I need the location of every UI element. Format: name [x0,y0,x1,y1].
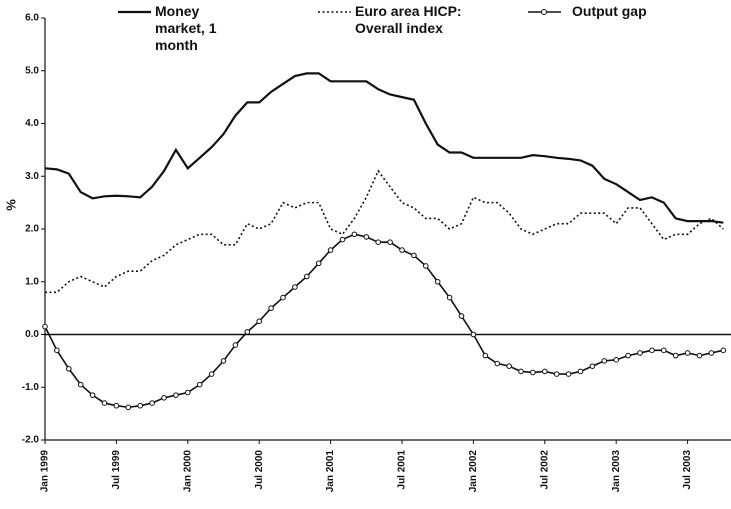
series-marker [66,365,72,372]
series-marker [315,260,322,267]
series-marker [661,347,667,354]
series-marker [363,234,370,240]
series-marker [387,239,393,245]
y-tick-label: -2.0 [22,435,40,446]
series-marker [565,371,572,377]
series-marker [613,357,620,363]
series-line [45,169,724,294]
x-tick-label: Jan 2002 [468,450,479,493]
y-tick-label: 6.0 [25,13,39,24]
series-marker [125,404,132,411]
y-tick-label: 3.0 [25,171,39,182]
series-marker [351,231,358,238]
series-marker [280,294,286,301]
x-tick-label: Jul 2003 [682,450,693,490]
legend-label: Euro area HICP: Overall index [355,3,462,36]
series-marker [494,360,501,367]
x-tick-label: Jan 1999 [40,450,51,493]
series-marker [113,402,120,409]
x-tick-label: Jul 1999 [111,450,122,490]
series-marker [375,239,382,245]
series-marker [185,389,191,396]
x-tick-label: Jul 2000 [254,450,265,490]
series-marker [637,350,643,356]
series-marker [720,347,727,354]
series-marker [696,352,703,359]
x-tick-label: Jul 2001 [397,450,408,490]
series-marker [268,305,274,311]
series-marker [327,247,334,253]
series-marker [708,350,715,356]
series-marker [304,273,310,280]
series-marker [161,395,167,401]
series-marker [208,371,215,377]
series-marker [482,352,489,359]
series-line [44,233,724,409]
series-marker [530,369,536,376]
series-line [44,72,724,224]
series-marker [601,358,608,364]
y-tick-label: 0.0 [25,329,39,340]
series-marker [423,263,429,269]
series-marker [54,347,60,354]
series-marker [89,392,96,398]
series-marker [589,363,596,369]
series-marker [42,323,48,330]
series-marker [232,342,239,348]
y-tick-label: 5.0 [25,65,39,76]
series-marker [577,368,584,375]
series-marker [506,363,512,369]
y-tick-label: 2.0 [25,224,39,235]
x-tick-label: Jan 2001 [325,450,336,493]
series-marker [434,278,441,285]
series-marker [77,381,84,388]
series-marker [518,368,524,375]
series-marker [244,329,251,335]
series-marker [625,352,631,359]
x-tick-label: Jan 2000 [182,450,193,493]
series-marker [684,350,691,356]
series-marker [339,236,346,243]
series-marker [470,331,477,338]
legend-label: Money market, 1 month [155,3,217,53]
x-tick-label: Jan 2003 [611,450,622,493]
series-marker [173,392,179,398]
series-marker [542,368,548,375]
series-marker [101,400,108,406]
y-tick-label: 4.0 [25,118,39,129]
series-marker [553,371,560,377]
series-marker [446,294,453,301]
series-marker [411,252,417,259]
y-tick-label: 1.0 [25,276,39,287]
series-marker [672,352,679,359]
y-axis-label: % [3,199,18,211]
series-marker [399,247,405,253]
series-marker [137,402,143,409]
series-marker [149,400,155,406]
x-tick-label: Jul 2002 [539,450,550,490]
series-marker [292,284,298,290]
y-tick-label: -1.0 [22,382,40,393]
legend-label: Output gap [572,3,647,19]
series-marker [256,318,263,325]
series-marker [458,313,465,319]
series-marker [649,347,655,354]
series-marker [220,358,227,364]
legend-marker [541,9,547,15]
series-marker [196,381,203,388]
